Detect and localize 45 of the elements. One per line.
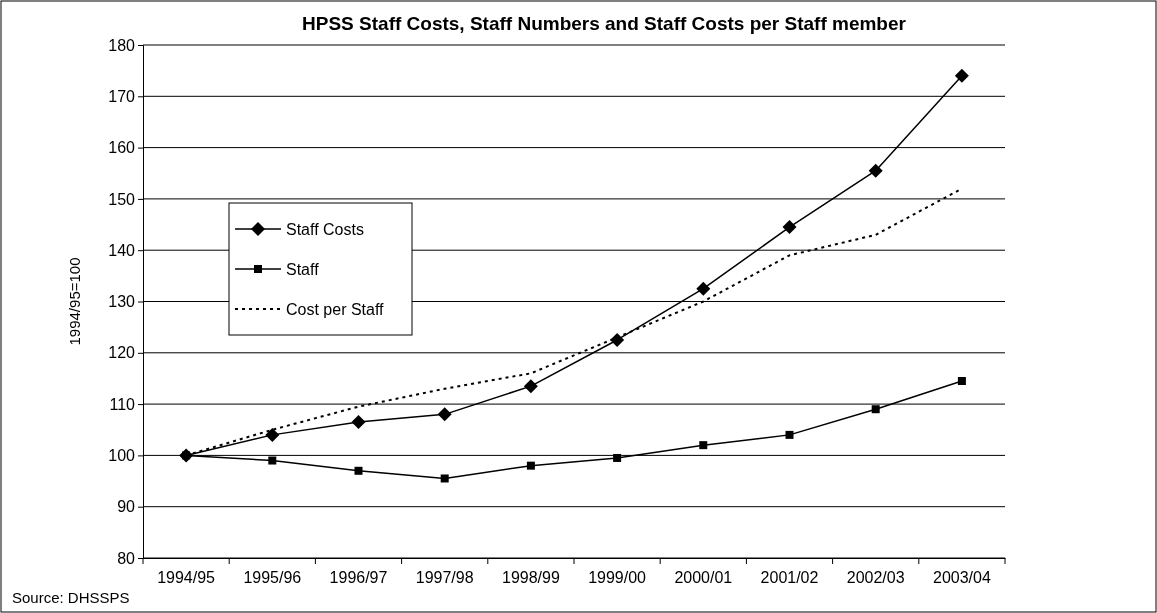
point bbox=[351, 415, 366, 430]
x-tick-label: 2001/02 bbox=[760, 569, 819, 587]
legend-label: Cost per Staff bbox=[286, 301, 385, 318]
point bbox=[610, 332, 625, 347]
y-tick-label: 80 bbox=[117, 549, 136, 567]
chart-title: HPSS Staff Costs, Staff Numbers and Staff Costs per Staff member bbox=[302, 13, 907, 34]
y-tick-label: 130 bbox=[108, 293, 136, 311]
legend-label: Staff Costs bbox=[286, 221, 364, 238]
point bbox=[440, 474, 449, 483]
point bbox=[785, 430, 794, 439]
y-tick-label: 110 bbox=[109, 395, 136, 413]
point bbox=[868, 163, 883, 178]
legend-label: Staff bbox=[286, 261, 320, 278]
point bbox=[437, 407, 452, 422]
x-tick-label: 1997/98 bbox=[415, 569, 474, 587]
y-tick-label: 160 bbox=[108, 139, 136, 157]
point bbox=[699, 441, 708, 450]
x-tick-label: 1996/97 bbox=[329, 569, 388, 587]
x-tick-label: 2002/03 bbox=[846, 569, 905, 587]
y-tick-label: 100 bbox=[108, 447, 136, 465]
x-tick-label: 2000/01 bbox=[674, 569, 733, 587]
point bbox=[871, 405, 880, 414]
point bbox=[957, 377, 966, 386]
point bbox=[613, 453, 622, 462]
x-tick-label: 1998/99 bbox=[501, 569, 560, 587]
x-tick-label: 1999/00 bbox=[588, 569, 647, 587]
source-note: Source: DHSSPS bbox=[12, 589, 130, 606]
point bbox=[954, 68, 969, 83]
point bbox=[696, 281, 711, 296]
point bbox=[268, 456, 277, 465]
y-tick-label: 180 bbox=[108, 36, 136, 54]
y-axis-title: 1994/95=100 bbox=[66, 257, 83, 346]
x-tick-label: 2003/04 bbox=[932, 569, 991, 587]
point bbox=[782, 220, 797, 235]
point bbox=[526, 461, 535, 470]
y-tick-label: 90 bbox=[117, 498, 136, 516]
point bbox=[523, 379, 538, 394]
x-tick-label: 1995/96 bbox=[243, 569, 302, 587]
point bbox=[354, 466, 363, 475]
point bbox=[265, 427, 280, 442]
y-tick-label: 150 bbox=[108, 190, 136, 208]
x-tick-label: 1994/95 bbox=[157, 569, 216, 587]
y-tick-label: 170 bbox=[108, 87, 136, 105]
y-tick-label: 120 bbox=[108, 344, 136, 362]
y-tick-label: 140 bbox=[108, 241, 136, 259]
